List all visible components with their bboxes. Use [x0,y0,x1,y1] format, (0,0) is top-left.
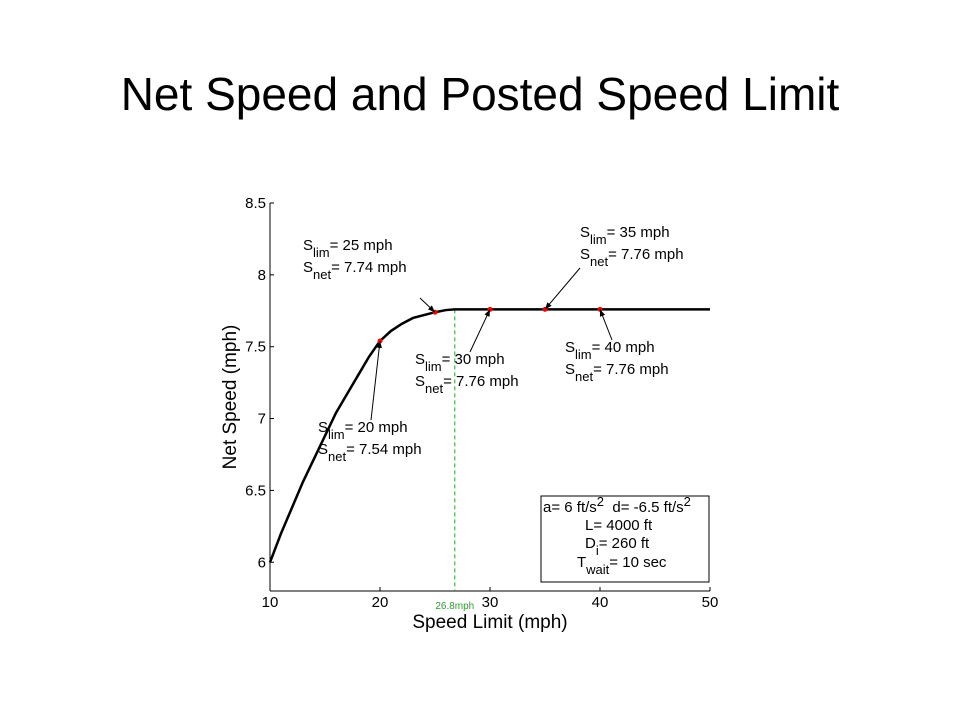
annotation-text: S [580,246,590,263]
annotation-text: S [318,419,328,436]
annotation-text: d= -6.5 ft/s [604,499,684,516]
annotation-line: a= 6 ft/s2​ d= -6.5 ft/s2​ [543,494,691,516]
annotation-line: Di​= 260 ft [585,535,650,558]
subscript: i [596,543,599,558]
annotation-arrow [370,340,382,421]
subscript: lim [328,427,345,442]
annotation-line: Snet​= 7.76 mph [580,246,684,269]
y-tick-label: 8 [258,267,266,284]
annotation-text: S [303,237,313,254]
annotation-text: a= 6 ft/s [543,499,597,516]
annotation-text: D [585,535,596,552]
annotation-line: Snet​= 7.54 mph [318,441,422,464]
superscript: 2 [597,494,604,509]
annotation-text: = 7.76 mph [593,361,668,378]
annotation-text: = 10 sec [609,554,667,571]
x-axis-label: Speed Limit (mph) [412,612,567,633]
annotation-line: Slim​= 30 mph [415,351,505,374]
annotation-line: Slim​= 20 mph [318,419,408,442]
y-tick-label: 7 [258,411,266,428]
annotation-text: = 7.76 mph [443,373,518,390]
y-tick-label: 7.5 [245,339,266,356]
subscript: wait [585,562,610,577]
annotation-text: S [580,224,590,241]
annotation-text: = 7.74 mph [331,259,406,276]
annotation-text: = 40 mph [592,339,655,356]
annotation-line: Snet​= 7.74 mph [303,259,407,282]
annotation-text: T [577,554,586,571]
subscript: net [328,449,346,464]
annotation-text: S [415,351,425,368]
annotation-text: = 7.76 mph [608,246,683,263]
x-tick-label: 40 [592,594,609,611]
annotation-line: Snet​= 7.76 mph [565,361,669,384]
annotation-text: S [565,361,575,378]
annotation-line: Slim​= 25 mph [303,237,393,260]
annotation-arrow [544,267,581,310]
y-tick-label: 8.5 [245,195,266,212]
annotation-arrow [469,309,491,353]
subscript: net [425,381,443,396]
y-tick-label: 6.5 [245,482,266,499]
annotation-text: S [565,339,575,356]
y-tick-label: 6 [258,554,266,571]
annotation-text: = 7.54 mph [346,441,421,458]
subscript: lim [425,359,442,374]
x-tick-label: 30 [482,594,499,611]
annotation-arrow [419,297,436,313]
superscript: 2 [684,494,691,509]
annotation-arrow [599,309,613,341]
slide-title: Net Speed and Posted Speed Limit [121,68,840,120]
parameter-box [540,495,710,583]
x-tick-label: 50 [702,594,719,611]
subscript: net [575,369,593,384]
annotation-line: Snet​= 7.76 mph [415,373,519,396]
annotation-text: S [415,373,425,390]
x-tick-label: 20 [372,594,389,611]
annotation-text: L= 4000 ft [585,517,653,534]
subscript: lim [313,245,330,260]
x-tick-label: 10 [262,594,279,611]
annotation-line: L= 4000 ft [585,517,653,534]
annotation-text: S [318,441,328,458]
annotation-text: = 20 mph [345,419,408,436]
annotation-line: Slim​= 40 mph [565,339,655,362]
subscript: lim [575,347,592,362]
subscript: lim [590,232,607,247]
reference-label: 26.8mph [435,601,474,612]
y-axis-label: Net Speed (mph) [220,325,241,470]
subscript: net [590,254,608,269]
annotation-text: = 260 ft [599,535,650,552]
annotation-line: Twait​= 10 sec [577,554,667,577]
annotation-text: = 35 mph [607,224,670,241]
annotation-text: = 30 mph [442,351,505,368]
annotation-text: S [303,259,313,276]
annotation-text: = 25 mph [330,237,393,254]
subscript: net [313,267,331,282]
annotation-line: Slim​= 35 mph [580,224,670,247]
